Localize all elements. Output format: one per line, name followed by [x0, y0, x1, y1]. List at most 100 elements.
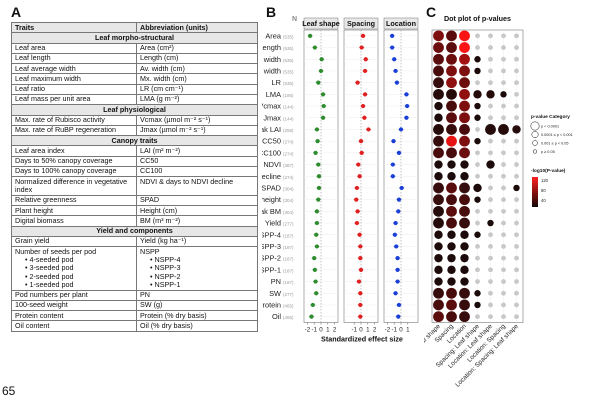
header-traits: Traits	[11, 21, 137, 34]
table-row: Oil content Oil (% dry basis)	[11, 320, 258, 332]
facet-strip	[343, 17, 379, 30]
sample-size-label: (187)	[283, 257, 294, 262]
trait-abbreviation: Length (cm)	[136, 52, 258, 65]
color-legend-tick: 40	[541, 198, 546, 203]
effect-point	[316, 197, 321, 202]
p-value-dot	[488, 173, 493, 179]
sample-size-label: (144)	[283, 116, 294, 121]
effect-point	[359, 150, 364, 155]
p-value-dot	[447, 172, 456, 181]
p-value-dot	[514, 314, 519, 320]
p-value-dot	[514, 103, 519, 109]
seeds-item: • 1-seeded pod	[15, 280, 133, 289]
p-value-dot	[475, 150, 480, 156]
trait-abbreviation: LR (cm cm⁻¹)	[136, 83, 258, 95]
p-value-dot	[433, 88, 444, 100]
p-value-dot	[501, 220, 506, 226]
sample-size-label: (304)	[283, 210, 294, 215]
p-value-dot	[446, 135, 457, 147]
p-value-dot	[433, 53, 444, 65]
seeds-item-label: 3-seeded pod	[29, 263, 74, 273]
nspp-item: • NSPP-1	[140, 280, 254, 289]
p-value-dot	[460, 253, 469, 263]
table-row: Pod numbers per plant PN	[11, 289, 258, 301]
effect-point	[405, 103, 410, 109]
p-value-dot	[459, 42, 470, 53]
effect-point	[392, 57, 397, 62]
p-value-dot	[514, 33, 519, 39]
trait-name: Leaf mass per unit area	[11, 93, 137, 106]
table-row: Grain yield Yield (kg ha⁻¹)	[11, 235, 258, 248]
effect-point	[366, 127, 371, 132]
p-value-dot	[447, 160, 456, 169]
nspp-item-label: NSPP-4	[154, 254, 181, 264]
p-value-dot	[433, 217, 444, 229]
trait-label: CC50	[262, 137, 281, 146]
p-value-dot	[501, 103, 506, 109]
trait-name: Days to 50% canopy coverage	[11, 155, 137, 167]
p-value-dot	[460, 277, 469, 286]
trait-label: NSPP-2	[262, 254, 281, 263]
x-tick-label: 0	[319, 327, 323, 334]
nspp-title: NSPP	[140, 246, 160, 256]
p-value-dot	[434, 172, 443, 181]
p-value-dot	[514, 290, 519, 296]
effect-point	[362, 92, 368, 97]
effect-point	[314, 291, 319, 296]
effect-point	[354, 220, 360, 226]
effect-point	[357, 174, 362, 179]
size-legend-label: 0.0001 ≤ p < 0.001	[541, 133, 573, 137]
section-title: Leaf physiological	[11, 104, 258, 116]
trait-abbreviation: SW (g)	[136, 299, 258, 312]
effect-point	[360, 103, 366, 109]
sample-size-label: (277)	[283, 222, 294, 227]
p-value-dot	[514, 232, 519, 238]
p-value-dot	[501, 138, 506, 144]
p-value-dot	[475, 33, 480, 39]
trait-label: NSPP-4	[262, 230, 281, 239]
p-value-dot	[446, 65, 457, 77]
p-value-dot	[459, 135, 470, 147]
table-row: Normalized difference in vegetative inde…	[11, 176, 258, 196]
p-value-dot	[460, 172, 469, 181]
trait-name: Plant height	[11, 205, 137, 217]
p-value-dot	[473, 90, 482, 99]
p-value-dot	[433, 42, 444, 53]
effect-point	[312, 267, 317, 272]
x-tick-label: 0	[399, 327, 403, 334]
p-value-dot	[446, 30, 457, 42]
p-value-dot	[447, 253, 456, 263]
p-value-dot	[459, 88, 470, 100]
p-value-dot	[501, 150, 506, 156]
trait-name: Leaf ratio	[11, 83, 137, 95]
nspp-item-label: NSPP-3	[154, 263, 181, 273]
dot-plot-title: Dot plot of p-values	[444, 14, 511, 23]
effect-point	[357, 232, 362, 237]
trait-label: Mx. width	[262, 66, 281, 75]
p-value-dot	[446, 311, 457, 323]
p-value-dot	[501, 314, 506, 320]
p-value-dot	[474, 196, 481, 203]
trait-name: Max. rate of RuBP regeneration	[11, 124, 137, 137]
seeds-item-label: 4-seeded pod	[29, 254, 74, 264]
p-value-dot	[514, 220, 519, 226]
trait-abbreviation: Av. width (cm)	[136, 63, 258, 75]
p-value-dot	[474, 114, 481, 121]
sample-size-label: (187)	[283, 268, 294, 273]
size-legend-label: p ≥ 0.05	[541, 150, 555, 154]
effect-point	[396, 150, 402, 155]
sample-size-label: (535)	[283, 46, 294, 51]
effect-point	[394, 80, 400, 85]
bullet-icon: •	[25, 263, 30, 273]
p-value-dot	[474, 67, 481, 75]
seeds-trait-cell: Number of seeds per pod • 4-seeded pod • 3…	[11, 246, 137, 291]
nspp-item: • NSPP-4	[140, 254, 254, 264]
trait-label: Length	[262, 43, 281, 52]
traits-table-body: Leaf morpho-structural Leaf area Area (cm²…	[11, 32, 258, 332]
effect-point	[319, 57, 324, 62]
sample-size-label: (535)	[283, 81, 294, 86]
p-value-dot	[501, 115, 506, 121]
trait-label: Jmax	[263, 113, 281, 122]
p-value-dot	[488, 56, 493, 62]
p-value-dot	[474, 102, 481, 110]
